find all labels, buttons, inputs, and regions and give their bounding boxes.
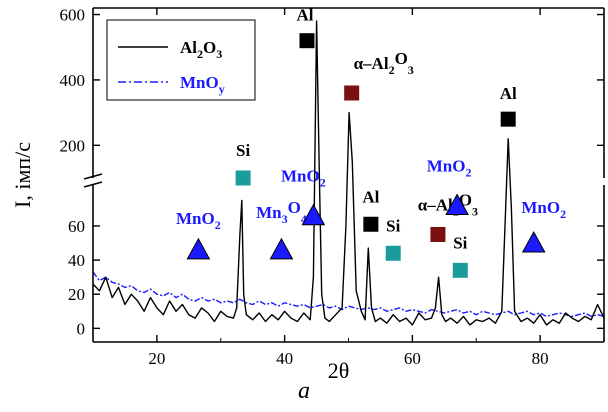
y-tick-label: 400: [60, 71, 86, 90]
peak-label: Al: [296, 6, 313, 25]
legend-label-1: MnOy: [180, 73, 225, 96]
axis-break-mark: [83, 181, 103, 188]
peak-marker-square: [452, 262, 468, 278]
peak-marker-square: [430, 226, 446, 242]
legend-label-0: Al2O3: [180, 38, 222, 61]
y-tick-label: 200: [60, 136, 86, 155]
peak-label: MnO2: [281, 167, 326, 190]
series-line-0: [92, 20, 605, 326]
peak-label: Mn3O4: [256, 198, 307, 226]
peak-label: Si: [453, 233, 467, 252]
y-axis-title: I, імп/с: [10, 142, 35, 208]
peak-marker-triangle: [521, 230, 546, 253]
x-tick-label: 60: [404, 349, 421, 368]
peak-marker-square: [500, 111, 516, 127]
peak-label: Si: [236, 141, 250, 160]
y-tick-label: 20: [68, 285, 85, 304]
legend-box: [106, 19, 256, 101]
peak-marker-square: [235, 170, 251, 186]
figure-caption: a: [298, 378, 310, 404]
peak-label: α–Al2O3: [354, 49, 414, 77]
peak-marker-square: [363, 216, 379, 232]
peak-marker-square: [299, 33, 315, 49]
peak-label: MnO2: [427, 156, 472, 179]
y-tick-label: 0: [77, 319, 86, 338]
peak-marker-triangle: [186, 237, 211, 260]
peak-marker-square: [344, 85, 360, 101]
x-tick-label: 40: [276, 349, 293, 368]
x-tick-label: 80: [532, 349, 549, 368]
peak-label: Si: [386, 216, 400, 235]
axis-break-mark: [83, 173, 103, 180]
y-tick-label: 60: [68, 217, 85, 236]
peak-marker-square: [385, 245, 401, 261]
legend: Al2O3 MnOy: [106, 19, 256, 101]
axis-break-gap-right: [598, 178, 608, 185]
peak-label: MnO2: [521, 198, 566, 221]
series-line-1: [92, 271, 605, 318]
y-tick-label: 40: [68, 251, 85, 270]
y-tick-label: 600: [60, 6, 86, 25]
peak-label: Al: [362, 187, 379, 206]
x-axis-title: 2θ: [328, 358, 350, 383]
peak-label: Al: [500, 84, 517, 103]
peak-marker-triangle: [301, 203, 326, 226]
axis-break-gap: [85, 178, 101, 185]
peak-marker-triangle: [269, 237, 294, 260]
peak-label: MnO2: [176, 209, 221, 232]
peak-marker-triangle: [445, 193, 469, 215]
x-tick-label: 20: [148, 349, 165, 368]
